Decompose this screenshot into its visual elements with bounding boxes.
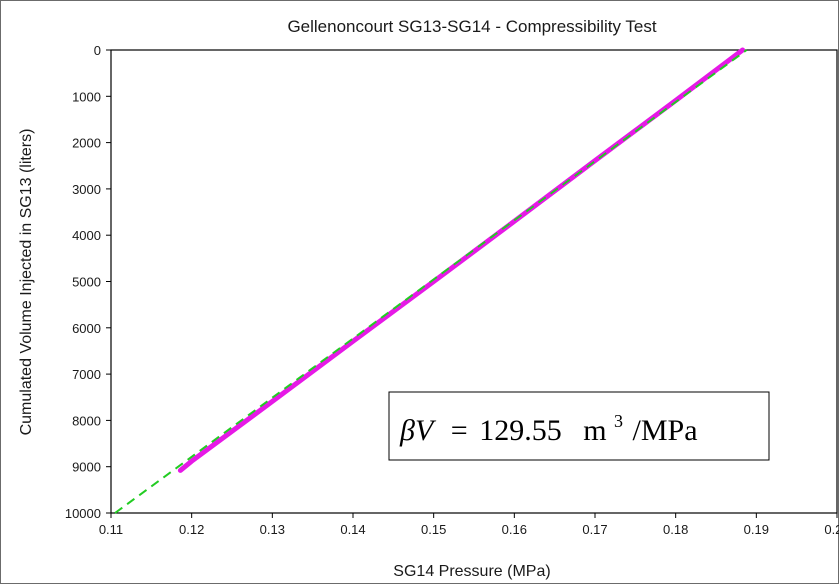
y-tick-label: 4000 <box>72 228 101 243</box>
equation-equals: = <box>451 414 468 447</box>
y-tick-label: 8000 <box>72 413 101 428</box>
x-tick-label: 0.14 <box>340 522 365 537</box>
y-tick-label: 3000 <box>72 182 101 197</box>
x-tick-label: 0.17 <box>582 522 607 537</box>
equation-beta-v: βV <box>399 414 437 447</box>
x-axis: 0.11 0.12 0.13 0.14 0.15 0.16 0.17 0.18 0.19 0.20 <box>99 513 839 537</box>
x-tick-label: 0.12 <box>179 522 204 537</box>
y-axis-label: Cumulated Volume Injected in SG13 (liter… <box>18 129 35 436</box>
x-tick-label: 0.18 <box>663 522 688 537</box>
y-tick-label: 7000 <box>72 367 101 382</box>
x-tick-label: 0.13 <box>260 522 285 537</box>
x-tick-label: 0.11 <box>99 522 123 537</box>
y-tick-label: 1000 <box>72 89 101 104</box>
equation-value: 129.55 <box>479 414 562 447</box>
equation-unit-exponent: 3 <box>614 411 623 431</box>
x-tick-label: 0.16 <box>502 522 527 537</box>
series-fit-line <box>114 49 748 514</box>
y-tick-label: 0 <box>94 43 101 58</box>
equation-text: βV = 129.55 m 3 /MPa <box>399 401 698 447</box>
equation-box <box>388 391 770 461</box>
series-layer <box>114 47 748 514</box>
y-tick-label: 10000 <box>65 506 101 521</box>
chart-title: Gellenoncourt SG13-SG14 - Compressibilit… <box>287 17 656 36</box>
y-tick-label: 2000 <box>72 136 101 151</box>
x-axis-label: SG14 Pressure (MPa) <box>393 563 550 580</box>
x-tick-label: 0.19 <box>744 522 769 537</box>
x-tick-label: 0.15 <box>421 522 446 537</box>
y-tick-label: 6000 <box>72 321 101 336</box>
y-tick-label: 5000 <box>72 275 101 290</box>
equation-unit-base: m <box>583 414 606 447</box>
equation-annotation: βV = 129.55 m 3 /MPa <box>388 391 770 461</box>
y-axis: 0 1000 2000 3000 4000 5000 6000 7000 8000 9000 100… <box>65 43 111 521</box>
equation-unit-tail: /MPa <box>633 414 698 447</box>
x-tick-label: 0.20 <box>824 522 839 537</box>
y-tick-label: 9000 <box>72 460 101 475</box>
